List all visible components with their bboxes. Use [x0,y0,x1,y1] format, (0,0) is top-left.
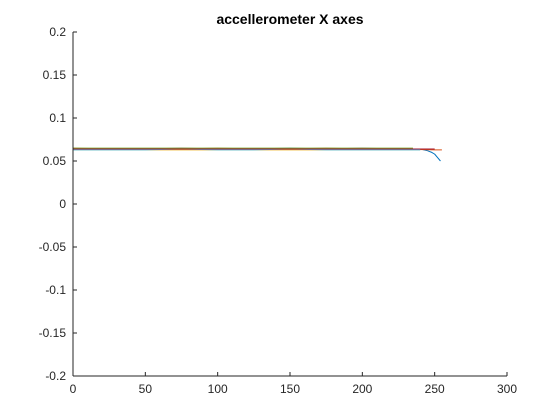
y-tick-label: 0 [59,197,66,211]
x-tick-label: 150 [280,382,300,396]
x-tick-label: 100 [208,382,228,396]
y-tick-label: -0.2 [45,369,66,383]
x-tick-label: 200 [352,382,372,396]
y-tick-label: -0.15 [39,326,67,340]
x-tick-label: 50 [139,382,153,396]
series-layer [72,147,442,162]
x-tick-label: 0 [70,382,77,396]
series-line-6 [73,148,421,151]
y-ticks: -0.2 -0.15 -0.1 -0.05 0 0.05 0.1 0.15 0.2 [39,25,77,383]
y-tick-label: 0.05 [43,154,67,168]
chart-title: accellerometer X axes [216,11,363,27]
x-tick-label: 250 [425,382,445,396]
y-tick-label: 0.2 [49,25,66,39]
y-tick-label: -0.05 [39,240,67,254]
x-tick-label: 300 [497,382,517,396]
y-tick-label: 0.15 [43,68,67,82]
y-tick-label: 0.1 [49,111,66,125]
y-tick-label: -0.1 [45,283,66,297]
x-ticks: 0 50 100 150 200 250 300 [70,372,517,396]
